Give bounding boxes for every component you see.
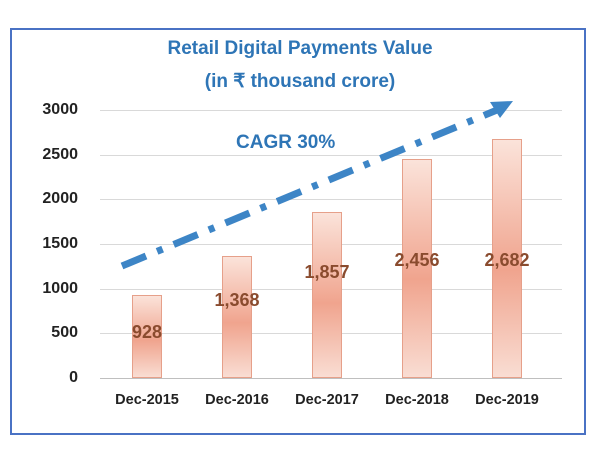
data-label: 1,857: [304, 262, 350, 282]
y-tick-0: 0: [69, 369, 78, 386]
bar-dec-2019: [492, 139, 522, 378]
x-tick-dec-2017: Dec-2017: [295, 392, 359, 408]
gridline: [100, 199, 562, 200]
gridline: [100, 110, 562, 111]
chart-title: Retail Digital Payments Value: [167, 38, 433, 59]
gridline: [100, 155, 562, 156]
y-tick-500: 500: [51, 324, 78, 341]
x-tick-dec-2015: Dec-2015: [115, 392, 179, 408]
chart-frame: [10, 28, 586, 435]
y-tick-1000: 1000: [42, 280, 78, 297]
cagr-annotation: CAGR 30%: [236, 132, 336, 153]
bar-dec-2017: [312, 212, 342, 378]
data-label: 2,456: [394, 250, 440, 270]
y-tick-3000: 3000: [42, 101, 78, 118]
x-tick-dec-2019: Dec-2019: [475, 392, 539, 408]
data-label: 928: [131, 322, 163, 342]
x-axis-line: [100, 378, 562, 379]
chart-subtitle: (in ₹ thousand crore): [204, 71, 396, 92]
bar-dec-2016: [222, 256, 252, 378]
y-tick-2500: 2500: [42, 146, 78, 163]
bar-dec-2015: [132, 295, 162, 378]
bar-dec-2018: [402, 159, 432, 378]
x-tick-dec-2016: Dec-2016: [205, 392, 269, 408]
y-tick-1500: 1500: [42, 235, 78, 252]
y-tick-2000: 2000: [42, 190, 78, 207]
data-label: 2,682: [484, 250, 530, 270]
data-label: 1,368: [214, 290, 260, 310]
x-tick-dec-2018: Dec-2018: [385, 392, 449, 408]
